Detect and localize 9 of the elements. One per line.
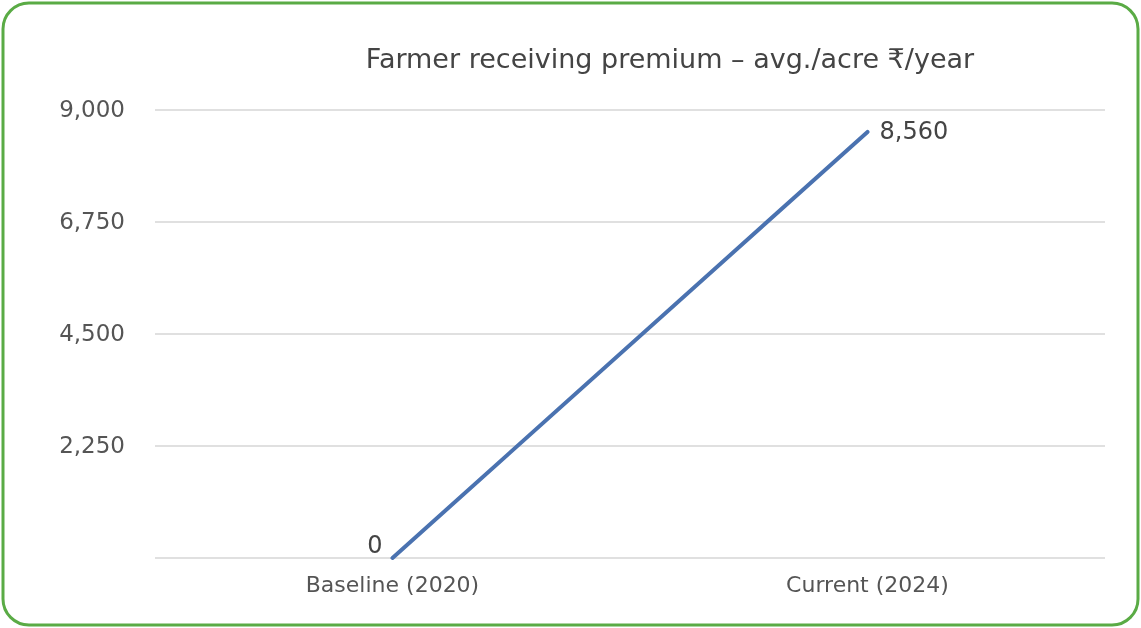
y-tick-label: 6,750: [59, 207, 125, 234]
y-tick-label: 9,000: [59, 95, 125, 122]
y-tick-label: 4,500: [59, 319, 125, 346]
y-tick-label: 2,250: [59, 431, 125, 458]
x-tick-label: Baseline (2020): [305, 572, 480, 597]
chart-title: Farmer receiving premium – avg./acre ₹/year: [365, 43, 976, 74]
data-label: 0: [367, 531, 383, 559]
data-label: 8,560: [879, 116, 949, 145]
x-tick-label: Current (2024): [786, 572, 949, 597]
